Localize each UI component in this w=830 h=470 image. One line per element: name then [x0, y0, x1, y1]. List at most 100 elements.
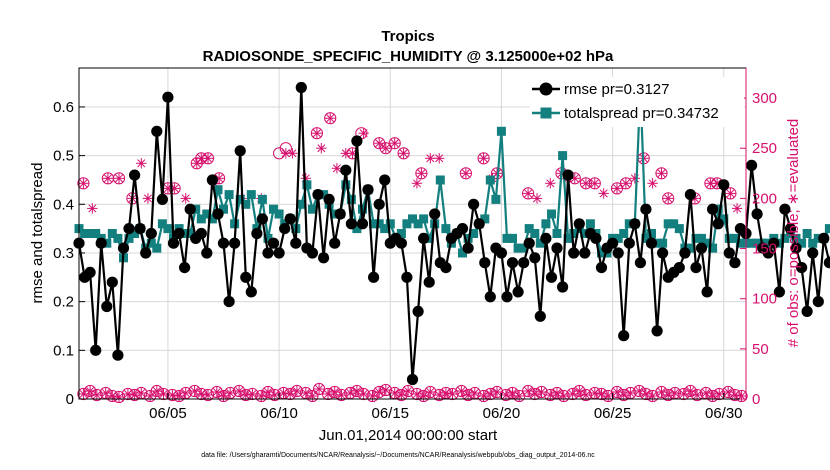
obs-count-3-asterisk-stroke — [103, 174, 112, 183]
rmse-point — [340, 164, 352, 176]
totalspread-point — [185, 229, 195, 238]
obs-count-4-asterisk-stroke — [219, 391, 228, 401]
rmse-point — [629, 218, 641, 230]
totalspread-point — [552, 229, 562, 238]
rmse-point — [684, 189, 697, 201]
obs-count-4-asterisk — [663, 389, 674, 401]
totalspread-point — [91, 229, 101, 238]
totalspread-point — [663, 219, 673, 229]
rmse-point — [240, 271, 252, 283]
obs-count-3-asterisk-stroke — [621, 179, 630, 188]
rmse-point — [534, 310, 546, 322]
obs-count-4-asterisk-stroke — [337, 390, 346, 400]
obs-count-4-circle — [691, 388, 704, 402]
rmse-point — [329, 237, 341, 249]
y-tick-label: 0.1 — [53, 342, 74, 359]
data-file-footer: data file: /Users/gharamti/Documents/NCA… — [201, 452, 595, 459]
obs-count-4-asterisk-stroke — [241, 390, 250, 400]
totalspread-point — [130, 229, 140, 238]
obs-count-4-circle — [417, 389, 430, 403]
rmse-point — [418, 232, 430, 244]
obs-count-3-asterisk — [663, 193, 674, 204]
obs-count-4-asterisk-stroke — [693, 390, 702, 400]
obs-count-4-circle — [573, 384, 586, 398]
totalspread-point — [658, 238, 668, 248]
rmse-point — [234, 145, 246, 157]
x-tick-label: 06/30 — [705, 405, 743, 422]
obs-count-4-asterisk-stroke — [737, 391, 746, 401]
obs-count-4-asterisk-stroke — [315, 384, 324, 393]
obs-count-4-circle — [335, 388, 348, 402]
y2-tick-label: 50 — [752, 341, 769, 358]
totalspread-point — [519, 243, 529, 253]
obs-count-3-asterisk — [113, 173, 125, 184]
totalspread-point — [569, 229, 579, 238]
x-tick-label: 06/25 — [594, 405, 632, 422]
rmse-point — [718, 179, 730, 191]
obs-count-3-asterisk-stroke — [713, 179, 722, 188]
totalspread-point — [597, 248, 606, 258]
rmse-point — [801, 305, 813, 317]
rmse-point — [707, 203, 719, 215]
rmse-point — [812, 296, 824, 308]
obs-count-4-asterisk-stroke — [301, 388, 310, 398]
x-tick-label: 06/20 — [483, 405, 521, 422]
obs-count-4-asterisk — [313, 383, 325, 395]
obs-count-3-asterisk — [316, 143, 327, 154]
rmse-point — [267, 237, 280, 249]
left-axis: 0 0.1 0.2 0.3 0.4 0.5 0.6 — [53, 99, 85, 408]
obs-count-3-asterisk — [102, 173, 114, 184]
rmse-point — [151, 125, 163, 137]
obs-count-4-circle — [157, 387, 170, 401]
obs-count-3-asterisk — [725, 188, 736, 199]
rmse-point — [529, 252, 541, 264]
rmse-point — [773, 286, 786, 298]
rmse-point — [729, 257, 741, 269]
obs-count-4-circle — [499, 388, 512, 402]
rmse-point — [751, 208, 763, 220]
obs-count-4-asterisk — [469, 387, 480, 399]
totalspread-point — [213, 185, 223, 195]
obs-count-4-asterisk-stroke — [330, 387, 339, 397]
obs-count-3-asterisk-stroke — [581, 179, 590, 188]
obs-count-4-circle — [662, 388, 675, 402]
obs-count-4-asterisk-stroke — [175, 391, 184, 401]
rmse-point — [779, 203, 791, 215]
obs-count-4-circle — [477, 389, 490, 403]
obs-count-3-asterisk-stroke — [546, 179, 555, 188]
obs-count-4-circle — [633, 384, 646, 398]
obs-count-4-circle — [350, 384, 363, 398]
rmse-point — [746, 159, 758, 171]
legend-spread-marker — [540, 107, 552, 119]
x-axis: 06/05 06/10 06/15 06/20 06/25 06/30 — [149, 393, 743, 422]
rmse-point — [206, 174, 218, 186]
rmse-point — [290, 237, 302, 249]
rmse-point — [645, 237, 658, 249]
obs-count-3-asterisk — [202, 153, 214, 164]
totalspread-point — [774, 238, 784, 248]
rmse-point — [123, 223, 135, 235]
obs-count-4-circle — [284, 387, 297, 401]
obs-count-3-asterisk — [358, 128, 369, 139]
totalspread-point — [385, 219, 395, 229]
obs-count-3-asterisk-stroke — [726, 189, 735, 198]
rmse-point — [568, 247, 580, 259]
totalspread-point — [435, 175, 445, 185]
obs-count-3-asterisk-stroke — [348, 149, 357, 158]
rmse-point — [512, 286, 524, 298]
rmse-point — [129, 169, 141, 181]
obs-count-3-asterisk — [87, 203, 98, 214]
obs-count-3-asterisk-stroke — [326, 114, 335, 123]
totalspread-point — [296, 199, 306, 209]
totalspread-point — [724, 233, 734, 243]
rmse-point — [595, 262, 608, 274]
obs-count-3-asterisk-stroke — [114, 174, 124, 183]
obs-count-4-asterisk — [478, 390, 489, 402]
totalspread-point — [413, 219, 423, 229]
obs-count-3-asterisk — [340, 148, 351, 159]
obs-count-4-asterisk-stroke — [92, 390, 101, 400]
obs-count-3-asterisk — [434, 153, 445, 164]
obs-count-3-asterisk — [287, 148, 298, 159]
obs-count-3-asterisk-stroke — [524, 189, 533, 198]
